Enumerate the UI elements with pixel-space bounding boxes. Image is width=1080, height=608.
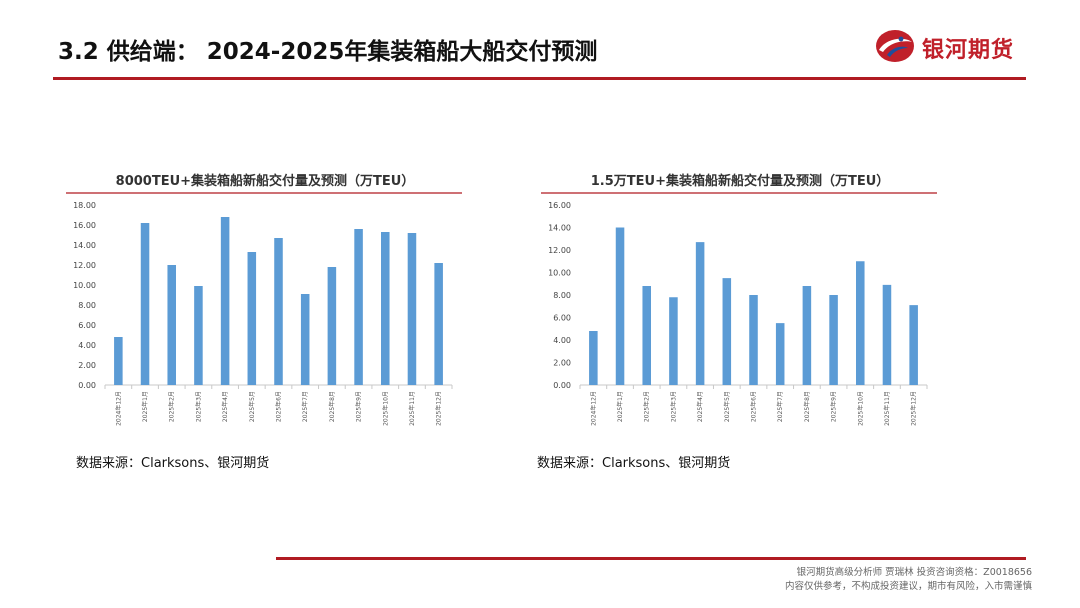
- y-tick-label: 16.00: [73, 221, 96, 230]
- x-tick-label: 2025年9月: [830, 391, 838, 422]
- bar: [749, 295, 758, 385]
- bar: [855, 261, 865, 385]
- x-tick-label: 2025年10月: [381, 391, 389, 426]
- chart-8000teu: 8000TEU+集装箱船新船交付量及预测（万TEU） 0.00 2.00 4.00 6.…: [60, 160, 470, 440]
- x-tick-label: 2025年12月: [435, 391, 443, 426]
- x-tick-label: 2025年12月: [910, 391, 918, 426]
- y-tick-label: 10.00: [73, 281, 96, 290]
- x-tick-label: 2025年2月: [168, 391, 176, 422]
- bar: [380, 232, 390, 385]
- x-tick-label: 2025年1月: [141, 391, 149, 422]
- bar: [775, 323, 785, 385]
- bar: [140, 223, 150, 385]
- bar: [802, 286, 812, 385]
- x-tick-label: 2025年11月: [883, 391, 891, 426]
- logo-text: 银河期货: [922, 38, 1015, 63]
- y-tick-label: 4.00: [78, 341, 96, 350]
- x-tick-label: 2025年8月: [803, 391, 811, 422]
- x-tick-label: 2025年1月: [616, 391, 624, 422]
- x-tick-label: 2025年2月: [643, 391, 651, 422]
- x-tick-label: 2024年12月: [114, 391, 122, 426]
- page-title: 3.2 供给端： 2024-2025年集装箱船大船交付预测: [58, 39, 598, 65]
- source-note-left: 数据来源：Clarksons、银河期货: [76, 456, 270, 471]
- chart-svg: 8000TEU+集装箱船新船交付量及预测（万TEU） 0.00 2.00 4.00 6.…: [66, 173, 462, 426]
- y-tick-label: 6.00: [78, 321, 96, 330]
- x-tick-label: 2025年8月: [328, 391, 336, 422]
- bar: [274, 238, 283, 385]
- x-tick-label: 2025年5月: [723, 391, 731, 422]
- x-tick-label: 2025年6月: [275, 391, 283, 422]
- bar: [615, 227, 625, 385]
- y-tick-label: 8.00: [78, 301, 96, 310]
- y-tick-label: 6.00: [553, 314, 571, 323]
- bar: [300, 294, 310, 385]
- bar: [114, 337, 123, 385]
- y-tick-label: 2.00: [78, 361, 96, 370]
- x-tick-label: 2025年11月: [408, 391, 416, 426]
- y-tick-label: 4.00: [553, 336, 571, 345]
- galaxy-logo-icon: [876, 30, 914, 62]
- bar: [669, 297, 678, 385]
- bar: [882, 284, 892, 385]
- bar: [220, 217, 230, 385]
- x-tick-label: 2025年7月: [301, 391, 309, 422]
- y-tick-label: 14.00: [548, 224, 571, 233]
- chart-title: 8000TEU+集装箱船新船交付量及预测（万TEU）: [116, 173, 415, 189]
- footer-divider: [276, 557, 1026, 560]
- x-tick-label: 2025年10月: [856, 391, 864, 426]
- footer-risk-line: 内容仅供参考，不构成投资建议，期市有风险，入市需谨慎: [784, 581, 1032, 592]
- bar: [829, 295, 838, 385]
- bar: [695, 242, 705, 385]
- source-note-right: 数据来源：Clarksons、银河期货: [537, 456, 731, 471]
- bar: [407, 233, 417, 385]
- y-tick-label: 10.00: [548, 269, 571, 278]
- company-logo: 银河期货: [874, 28, 1034, 64]
- bar: [909, 305, 918, 385]
- y-tick-label: 16.00: [548, 201, 571, 210]
- bar: [434, 263, 443, 385]
- bar: [327, 267, 337, 385]
- bar: [247, 252, 257, 385]
- x-tick-label: 2025年4月: [221, 391, 229, 422]
- bar: [722, 278, 732, 385]
- x-tick-label: 2025年3月: [194, 391, 202, 422]
- y-tick-label: 12.00: [73, 261, 96, 270]
- bar: [167, 265, 177, 385]
- chart-15000teu: 1.5万TEU+集装箱船新船交付量及预测（万TEU） 0.00 2.00 4.00 6.…: [535, 160, 945, 440]
- x-tick-label: 2024年12月: [589, 391, 597, 426]
- y-tick-label: 14.00: [73, 241, 96, 250]
- y-tick-label: 2.00: [553, 359, 571, 368]
- x-tick-label: 2025年4月: [696, 391, 704, 422]
- bar: [354, 229, 363, 385]
- footer-analyst-line: 银河期货高级分析师 贾瑞林 投资咨询资格：Z0018656: [796, 567, 1032, 578]
- chart-svg: 1.5万TEU+集装箱船新船交付量及预测（万TEU） 0.00 2.00 4.00 6.…: [541, 173, 937, 426]
- chart-title: 1.5万TEU+集装箱船新船交付量及预测（万TEU）: [591, 173, 890, 189]
- y-tick-label: 0.00: [78, 381, 96, 390]
- x-tick-label: 2025年7月: [776, 391, 784, 422]
- bar: [589, 331, 598, 385]
- bar: [642, 286, 652, 385]
- header-divider: [53, 77, 1026, 80]
- x-tick-label: 2025年5月: [248, 391, 256, 422]
- y-tick-label: 18.00: [73, 201, 96, 210]
- x-tick-label: 2025年6月: [750, 391, 758, 422]
- y-tick-label: 8.00: [553, 291, 571, 300]
- bar: [194, 286, 203, 385]
- y-tick-label: 12.00: [548, 246, 571, 255]
- y-tick-label: 0.00: [553, 381, 571, 390]
- footer-disclaimer: 银河期货高级分析师 贾瑞林 投资咨询资格：Z0018656 内容仅供参考，不构成…: [785, 566, 1032, 594]
- x-tick-label: 2025年3月: [669, 391, 677, 422]
- x-tick-label: 2025年9月: [355, 391, 363, 422]
